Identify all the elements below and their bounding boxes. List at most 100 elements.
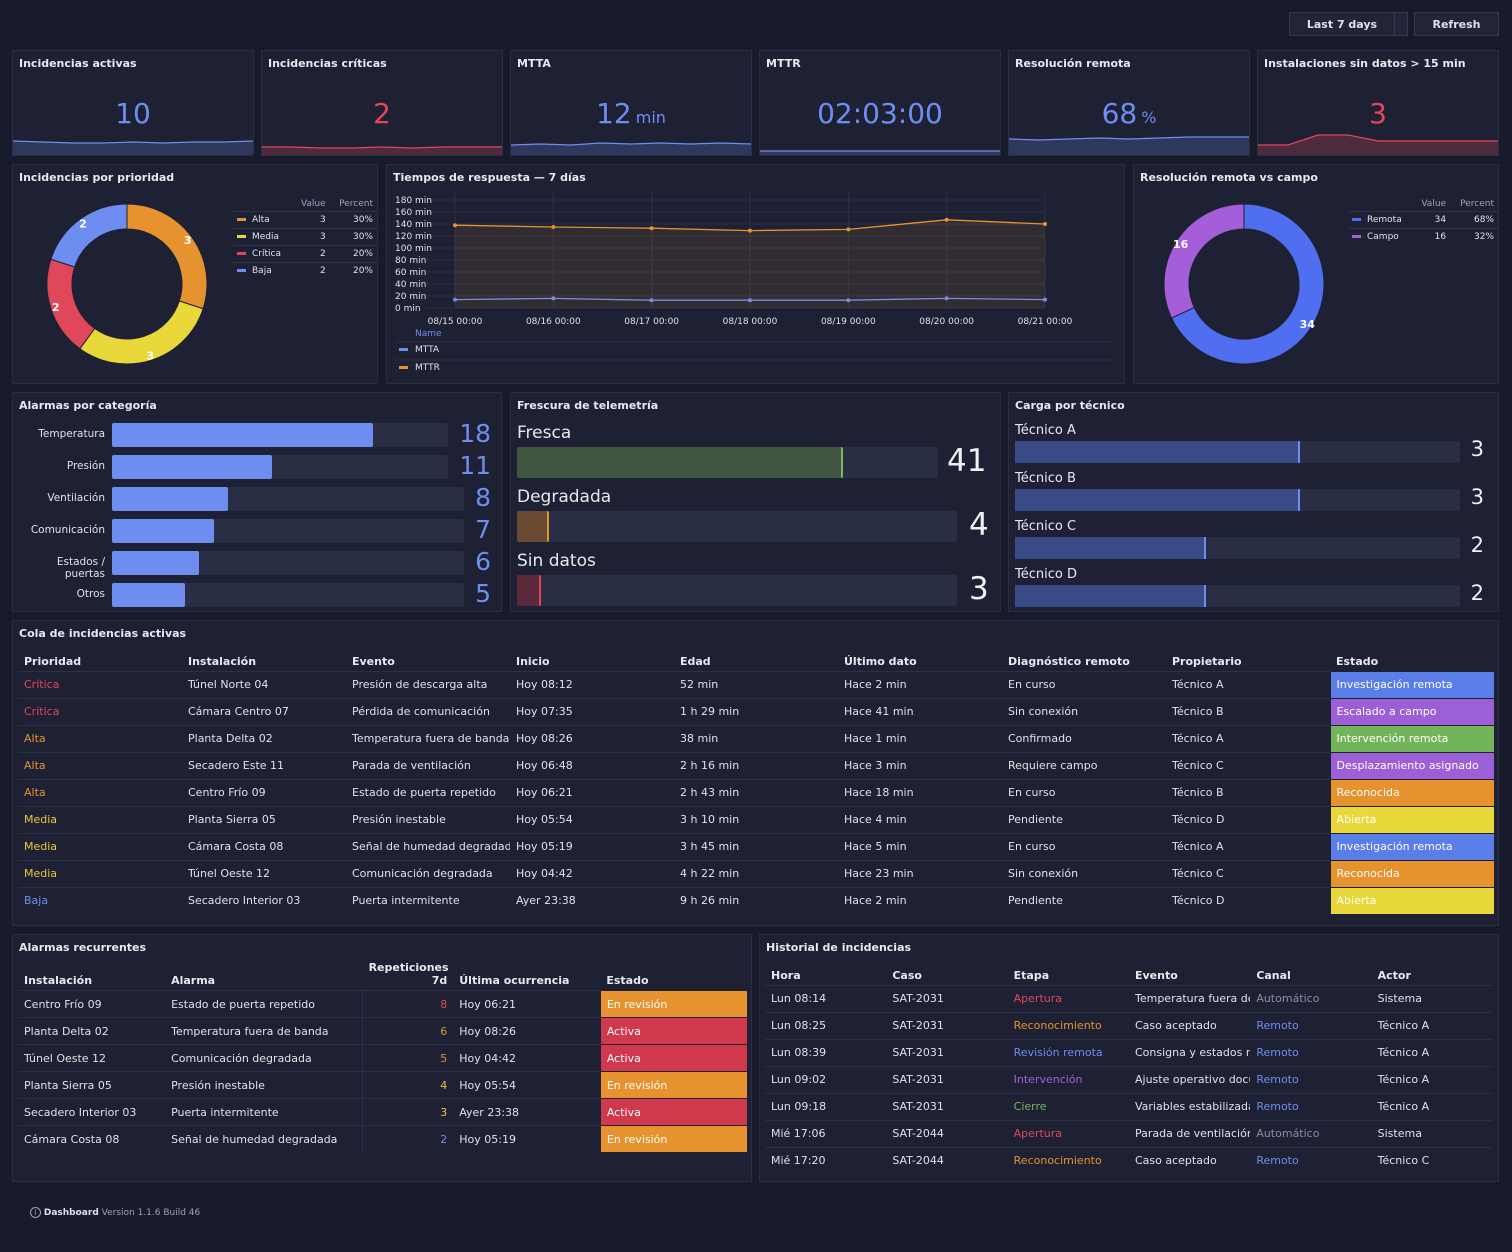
time-range-dropdown[interactable] <box>1394 12 1408 36</box>
column-header[interactable]: Etapa <box>1013 968 1050 982</box>
sparkline-line <box>13 140 253 144</box>
category-bar-row[interactable]: Presión 11 <box>13 451 501 483</box>
legend-row[interactable]: Crítica 2 20% <box>233 245 377 263</box>
table-row[interactable]: Media Túnel Oeste 12 Comunicación degradad… <box>18 859 1495 888</box>
donut-slice[interactable] <box>1170 203 1325 365</box>
data-point[interactable] <box>748 228 752 233</box>
freshness-bar[interactable] <box>517 575 542 606</box>
column-header[interactable]: Último dato <box>844 654 917 668</box>
table-row[interactable]: Lun 08:14 SAT-2031 Apertura Temperatura fue… <box>765 984 1493 1012</box>
table-row[interactable]: Planta Delta 02 Temperatura fuera de band… <box>18 1017 749 1045</box>
data-point[interactable] <box>846 227 851 232</box>
slice-label: 3 <box>184 234 192 247</box>
column-header[interactable]: Evento <box>352 654 395 668</box>
refresh-button[interactable]: Refresh <box>1414 12 1499 36</box>
column-header[interactable]: Evento <box>1134 968 1178 982</box>
category-bar-row[interactable]: Ventilación 8 <box>13 483 501 515</box>
column-header[interactable]: Canal <box>1256 968 1291 982</box>
technician-bar[interactable] <box>1015 441 1300 463</box>
table-row[interactable]: Media Cámara Costa 08 Señal de humedad deg… <box>18 832 1495 861</box>
donut-slice[interactable] <box>126 203 208 310</box>
cell-evento: Parada de ventilación <box>1128 1119 1251 1147</box>
table-row[interactable]: Planta Sierra 05 Presión inestable 4 Hoy 05… <box>18 1071 749 1099</box>
column-header[interactable]: Propietario <box>1172 654 1242 668</box>
column-header[interactable]: Instalación <box>188 654 257 668</box>
column-header[interactable]: Repeticiones 7d <box>368 961 449 987</box>
technician-bar[interactable] <box>1015 585 1207 607</box>
time-range-picker[interactable]: Last 7 days <box>1289 12 1395 36</box>
data-point[interactable] <box>944 217 949 222</box>
table-row[interactable]: Lun 08:39 SAT-2031 Revisión remota Consigna… <box>765 1038 1493 1066</box>
data-point[interactable] <box>453 223 457 228</box>
sparkline <box>13 140 253 155</box>
data-point[interactable] <box>649 298 654 303</box>
data-point[interactable] <box>1043 297 1047 302</box>
column-header[interactable]: Caso <box>892 968 922 982</box>
cell-ultimo: Hace 5 min <box>838 832 1002 860</box>
table-row[interactable]: Centro Frío 09 Estado de puerta repetido 8… <box>18 990 749 1018</box>
column-header[interactable]: Diagnóstico remoto <box>1008 654 1130 668</box>
column-header[interactable]: Última ocurrencia <box>459 974 570 987</box>
table-row[interactable]: Baja Secadero Interior 03 Puerta intermite… <box>18 886 1495 915</box>
table-row[interactable]: Alta Centro Frío 09 Estado de puerta repet… <box>18 778 1495 807</box>
cell-evento: Pérdida de comunicación <box>346 697 510 725</box>
data-point[interactable] <box>551 296 556 301</box>
legend-name[interactable]: MTTA <box>415 345 440 355</box>
column-header[interactable]: Estado <box>606 974 649 987</box>
category-bar-row[interactable]: Otros 5 <box>13 579 501 611</box>
table-row[interactable]: Crítica Cámara Centro 07 Pérdida de comuni… <box>18 697 1495 726</box>
freshness-bar[interactable] <box>517 511 549 542</box>
cell-inst: Centro Frío 09 <box>182 778 346 806</box>
legend-row[interactable]: Media 3 30% <box>233 228 377 246</box>
data-point[interactable] <box>551 225 556 229</box>
legend-row[interactable]: Campo 16 32% <box>1348 228 1498 245</box>
cell-evento: Presión inestable <box>346 805 510 833</box>
data-point[interactable] <box>1043 222 1047 226</box>
data-point[interactable] <box>453 297 457 302</box>
table-row[interactable]: Alta Secadero Este 11 Parada de ventilació… <box>18 751 1495 780</box>
table-row[interactable]: Crítica Túnel Norte 04 Presión de descarga… <box>18 670 1495 699</box>
panel-title: Historial de incidencias <box>766 941 912 954</box>
table-row[interactable]: Mié 17:06 SAT-2044 Apertura Parada de venti… <box>765 1119 1493 1147</box>
column-header[interactable]: Edad <box>680 654 711 668</box>
stat-unit: min <box>635 108 666 127</box>
data-point[interactable] <box>748 298 752 303</box>
category-bar-row[interactable]: Estados / puertas 6 <box>13 547 501 580</box>
technician-bar[interactable] <box>1015 489 1300 511</box>
data-point[interactable] <box>944 296 949 301</box>
sparkline-area <box>13 141 253 155</box>
freshness-bar[interactable] <box>517 447 844 478</box>
table-row[interactable]: Mié 17:20 SAT-2044 Reconocimiento Caso acep… <box>765 1146 1493 1174</box>
data-point[interactable] <box>649 226 654 231</box>
legend-row[interactable]: Baja 2 20% <box>233 262 377 279</box>
legend-swatch <box>1352 235 1361 238</box>
table-row[interactable]: Alta Planta Delta 02 Temperatura fuera de … <box>18 724 1495 753</box>
legend-row[interactable]: Alta 3 30% <box>233 211 377 229</box>
legend-row[interactable]: Remota 34 68% <box>1348 211 1498 229</box>
category-bar-row[interactable]: Temperatura 18 <box>13 419 501 451</box>
donut-slice[interactable] <box>79 300 204 365</box>
column-header[interactable]: Estado <box>1336 654 1379 668</box>
table-row[interactable]: Lun 08:25 SAT-2031 Reconocimiento Caso acep… <box>765 1011 1493 1039</box>
data-point[interactable] <box>846 298 851 303</box>
donut-slice[interactable] <box>50 203 128 268</box>
column-header[interactable]: Inicio <box>516 654 550 668</box>
legend-name[interactable]: MTTR <box>415 363 440 373</box>
table-row[interactable]: Túnel Oeste 12 Comunicación degradada 5 Hoy… <box>18 1044 749 1072</box>
table-row[interactable]: Secadero Interior 03 Puerta intermitente 3… <box>18 1098 749 1126</box>
table-row[interactable]: Lun 09:18 SAT-2031 Cierre Variables estabil… <box>765 1092 1493 1120</box>
cell-evento: Estado de puerta repetido <box>346 778 510 806</box>
column-header[interactable]: Instalación <box>24 974 93 987</box>
table-row[interactable]: Cámara Costa 08 Señal de humedad degradad… <box>18 1125 749 1153</box>
column-header[interactable]: Prioridad <box>24 654 82 668</box>
panel-remote-donut: Resolución remota vs campo 34 16 Value Per… <box>1133 164 1499 384</box>
table-row[interactable]: Lun 09:02 SAT-2031 Intervención Ajuste oper… <box>765 1065 1493 1093</box>
column-header[interactable]: Hora <box>771 968 801 982</box>
x-tick-label: 08/15 00:00 <box>428 317 483 327</box>
table-row[interactable]: Media Planta Sierra 05 Presión inestable Ho… <box>18 805 1495 834</box>
column-header[interactable]: Actor <box>1377 968 1411 982</box>
category-bar-row[interactable]: Comunicación 7 <box>13 515 501 547</box>
donut-slice[interactable] <box>1163 203 1245 319</box>
column-header[interactable]: Alarma <box>171 974 216 987</box>
technician-bar[interactable] <box>1015 537 1207 559</box>
